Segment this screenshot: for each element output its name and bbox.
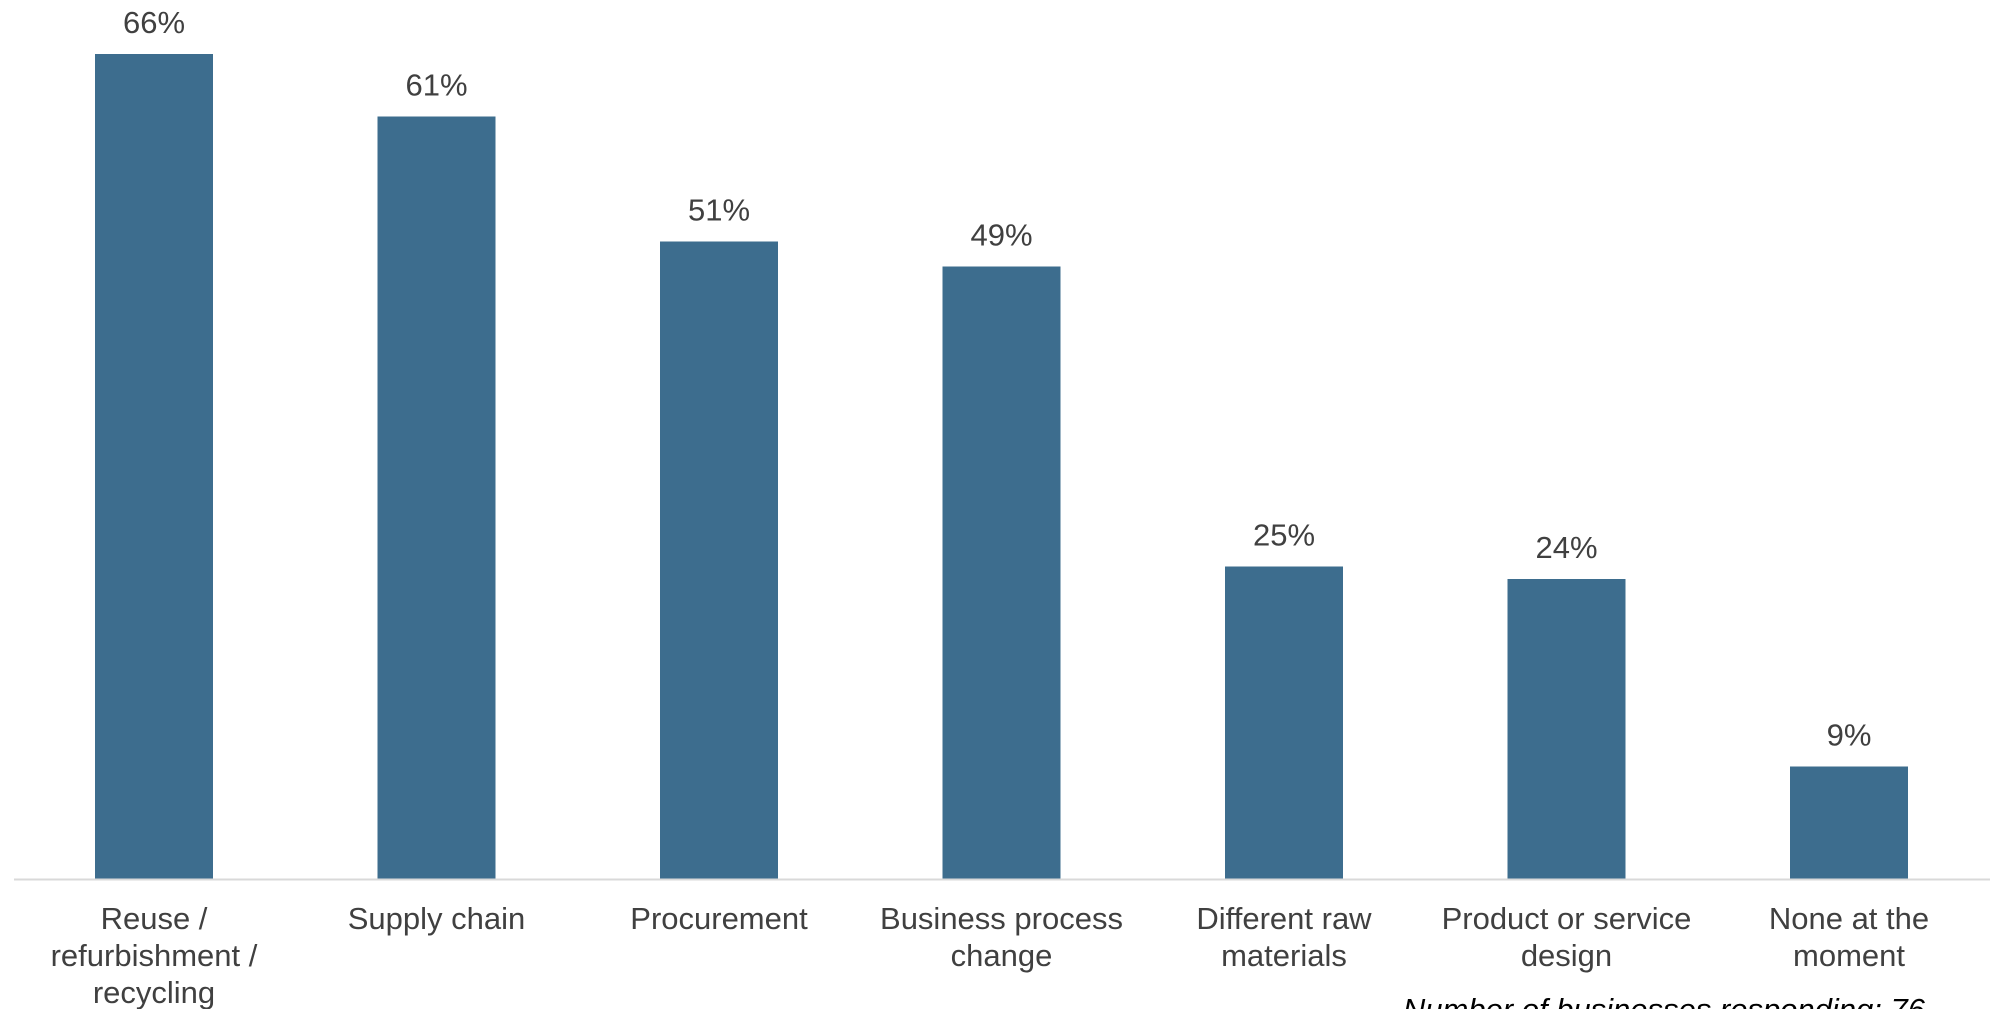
bar-value-label: 61% <box>405 68 467 103</box>
x-tick-label-line: recycling <box>93 975 215 1009</box>
x-tick-label: Reuse / refurbishment / recycling <box>51 901 258 1009</box>
bar <box>1225 566 1343 879</box>
x-tick-label-line: refurbishment / <box>51 938 258 973</box>
x-tick-label-line: Business process <box>880 901 1123 936</box>
bar <box>1790 766 1908 879</box>
footnote-text: Number of businesses responding: 76 <box>1403 992 1926 1009</box>
bars-layer <box>95 54 1908 879</box>
x-tick-label-line: Different raw <box>1196 901 1372 936</box>
x-tick-label: Procurement <box>630 901 808 936</box>
x-tick-label: Different raw materials <box>1196 901 1372 973</box>
bar <box>660 241 778 879</box>
x-tick-label: Business process change <box>880 901 1123 973</box>
x-tick-label-line: None at the <box>1769 901 1929 936</box>
x-tick-label-line: Procurement <box>630 901 808 936</box>
x-tick-label: None at the moment <box>1769 901 1929 973</box>
x-tick-labels: Reuse / refurbishment / recycling Supply ch… <box>51 901 1930 1009</box>
bar-value-label: 66% <box>123 5 185 40</box>
x-tick-label-line: materials <box>1221 938 1347 973</box>
x-tick-label-line: moment <box>1793 938 1905 973</box>
bar-value-label: 9% <box>1827 718 1872 753</box>
bar-value-label: 49% <box>970 218 1032 253</box>
bar <box>95 54 213 879</box>
bar <box>942 266 1061 879</box>
value-labels-layer: 66% 61% 51% 49% 25% 24% 9% <box>123 5 1871 753</box>
bar <box>377 116 496 879</box>
bar-value-label: 25% <box>1253 518 1315 553</box>
x-tick-label: Supply chain <box>348 901 526 936</box>
x-tick-label-line: design <box>1521 938 1612 973</box>
bar-value-label: 51% <box>688 193 750 228</box>
x-tick-label-line: Product or service <box>1442 901 1692 936</box>
bar-value-label: 24% <box>1535 530 1597 565</box>
x-tick-label: Product or service design <box>1442 901 1692 973</box>
x-tick-label-line: change <box>951 938 1053 973</box>
bar <box>1507 579 1626 879</box>
x-tick-label-line: Supply chain <box>348 901 526 936</box>
x-tick-label-line: Reuse / <box>101 901 208 936</box>
